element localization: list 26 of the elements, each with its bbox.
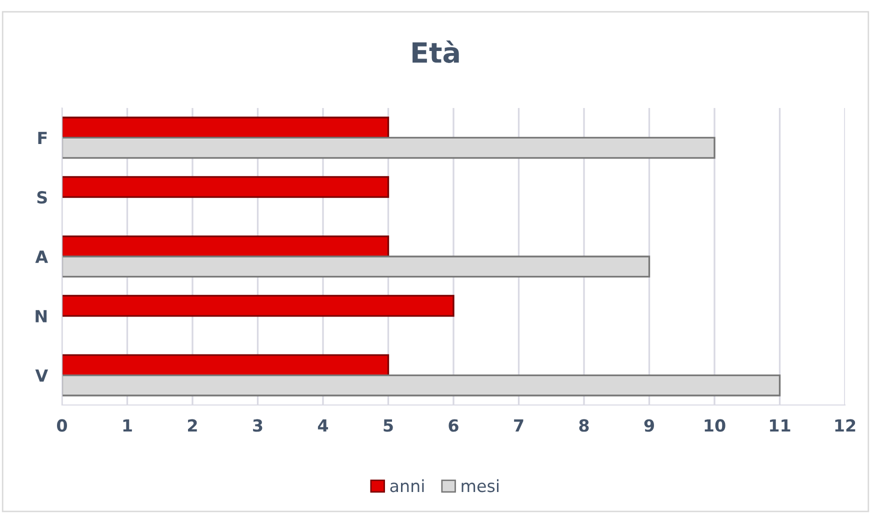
x-tick-label: 12: [835, 419, 856, 432]
x-tick-label: 11: [770, 419, 790, 432]
chart-title: Età: [412, 40, 459, 64]
y-tick-label: F: [38, 132, 47, 144]
bar: [62, 235, 390, 258]
x-tick-label: 5: [384, 419, 393, 432]
legend-label: anni: [390, 479, 424, 492]
x-tick-label: 9: [644, 419, 654, 432]
bar: [62, 294, 454, 317]
x-tick-label: 0: [57, 419, 67, 432]
x-tick-label: 4: [318, 419, 328, 432]
y-tick-label: V: [35, 369, 48, 382]
legend-label: mesi: [462, 479, 498, 492]
bar: [62, 116, 390, 139]
bar: [62, 176, 390, 198]
x-tick-label: 2: [188, 419, 197, 432]
x-tick-label: 10: [704, 419, 726, 432]
bar: [62, 354, 390, 376]
x-tick-label: 1: [123, 419, 132, 432]
x-tick-label: 8: [579, 419, 589, 432]
x-tick-label: 6: [448, 419, 458, 432]
x-tick-label: 3: [253, 419, 262, 432]
y-tick-label: N: [36, 310, 47, 322]
y-tick-label: S: [37, 191, 47, 204]
x-tick-label: 7: [514, 419, 524, 432]
y-tick-label: A: [35, 250, 48, 263]
